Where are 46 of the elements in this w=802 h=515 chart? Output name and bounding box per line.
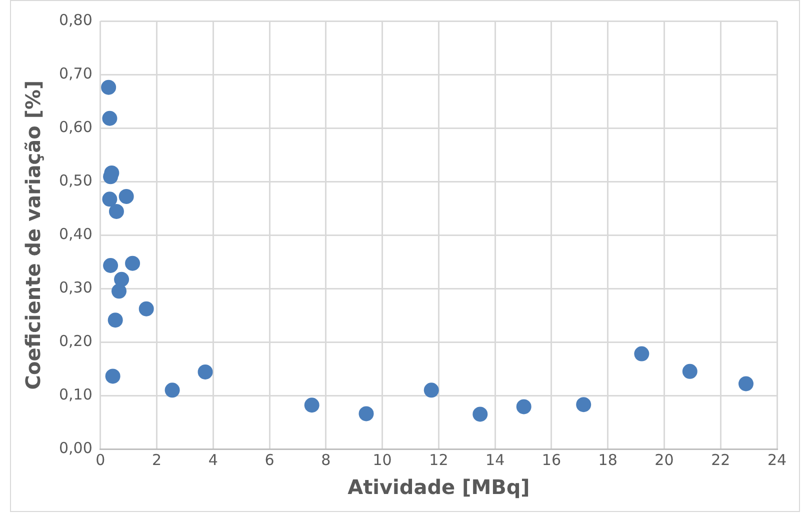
point: [105, 368, 120, 384]
x-tick-label: 24: [767, 450, 787, 469]
point: [576, 397, 592, 412]
x-axis-title: Atividade [MBq]: [348, 475, 530, 500]
y-tick-label: 0,20: [58, 332, 92, 350]
x-tick-label: 6: [264, 450, 274, 469]
point: [738, 376, 754, 392]
point: [102, 192, 118, 207]
point: [472, 406, 488, 422]
point: [198, 364, 213, 380]
x-tick-label: 18: [598, 450, 618, 469]
point: [102, 110, 118, 126]
y-tick-label: 0,30: [58, 278, 92, 296]
point: [358, 406, 374, 422]
x-tick-label: 4: [208, 450, 218, 469]
x-tick-label: 0: [96, 450, 106, 469]
point: [164, 382, 180, 398]
y-tick-label: 0,80: [58, 10, 92, 29]
point: [101, 80, 116, 95]
point: [516, 399, 532, 414]
x-tick-label: 16: [542, 450, 562, 469]
point: [108, 312, 123, 328]
point: [108, 204, 124, 219]
point: [634, 346, 650, 362]
point: [112, 284, 127, 299]
y-axis-title: Coeficiente de variação [%]: [21, 80, 46, 390]
x-tick-label: 20: [654, 450, 674, 469]
y-tick-label: 0,00: [58, 438, 92, 457]
y-tick-label: 0,70: [58, 64, 92, 82]
x-tick-label: 8: [321, 450, 331, 469]
x-tick-label: 22: [711, 450, 730, 469]
point: [424, 382, 439, 398]
y-tick-label: 0,60: [58, 118, 92, 136]
y-tick-label: 0,10: [58, 385, 92, 404]
x-tick-label: 2: [152, 450, 162, 469]
point: [304, 398, 320, 413]
point: [138, 301, 154, 316]
x-tick-label: 10: [372, 450, 392, 469]
y-tick-label: 0,50: [58, 171, 92, 190]
point: [125, 256, 140, 271]
y-tick-label: 0,40: [58, 224, 92, 243]
x-tick-label: 12: [429, 450, 448, 469]
point: [103, 258, 118, 273]
x-tick-label: 14: [486, 450, 505, 469]
point: [682, 364, 698, 379]
point: [118, 188, 134, 204]
